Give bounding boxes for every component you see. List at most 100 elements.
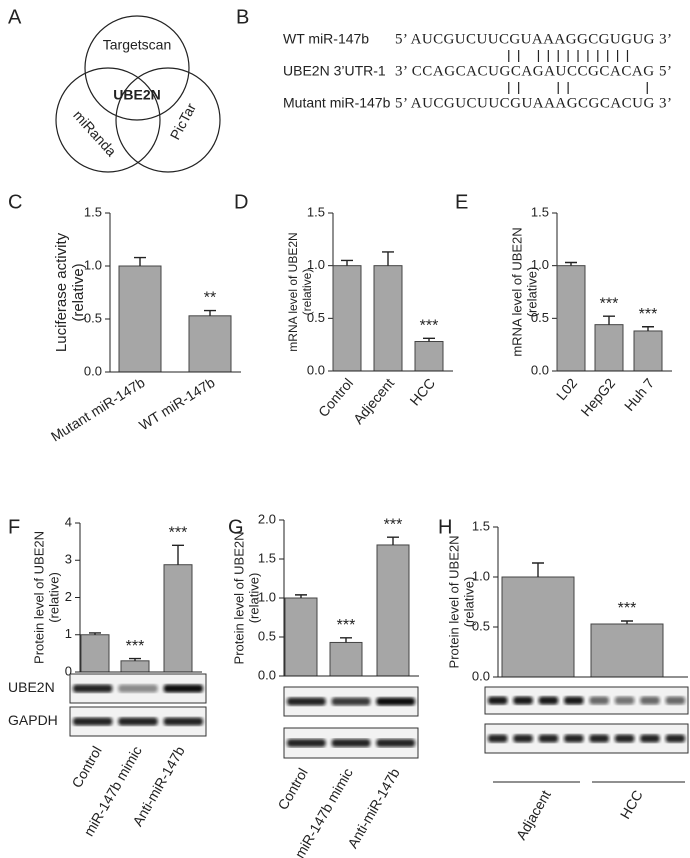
blot-band xyxy=(538,734,559,743)
significance: *** xyxy=(618,600,637,617)
bar xyxy=(118,265,162,373)
blot-band xyxy=(118,717,158,726)
y-tick-label: 1.5 xyxy=(531,204,549,219)
panel-letter: F xyxy=(8,516,20,538)
blot-band xyxy=(665,696,685,705)
bar xyxy=(329,641,363,677)
x-tick-label: Control xyxy=(68,743,104,790)
panel-letter: H xyxy=(438,516,452,538)
blot-band xyxy=(665,734,685,743)
bar xyxy=(120,660,150,673)
y-axis-label: (relative) xyxy=(246,573,261,624)
blot-band xyxy=(287,697,326,706)
blot-band xyxy=(488,696,508,705)
y-tick-label: 1.5 xyxy=(307,204,325,219)
error-bar xyxy=(89,632,101,635)
blot-band xyxy=(614,696,635,705)
y-tick-label: 0.0 xyxy=(258,667,276,682)
error-bar xyxy=(134,256,146,266)
sequence-name: Mutant miR-147b xyxy=(283,95,391,111)
panel-letter: A xyxy=(8,6,22,28)
bar xyxy=(633,330,663,372)
error-bar xyxy=(340,637,352,643)
panel-letter: C xyxy=(8,191,22,213)
bar xyxy=(594,324,624,372)
blot-band xyxy=(73,684,113,693)
y-axis-label: mRNA level of UBE2N xyxy=(509,227,524,356)
y-tick-label: 0.0 xyxy=(531,362,549,377)
y-tick-label: 0.0 xyxy=(472,668,490,683)
bar xyxy=(284,597,318,677)
bar xyxy=(501,576,575,678)
significance: *** xyxy=(337,617,356,634)
significance: *** xyxy=(384,516,403,533)
blot-band xyxy=(564,734,584,743)
error-bar xyxy=(382,251,394,266)
y-tick-label: 0.5 xyxy=(307,310,325,325)
error-bar xyxy=(423,337,435,342)
panel-letter: E xyxy=(455,191,468,213)
x-tick-label: Adjecent xyxy=(350,375,397,427)
bar xyxy=(414,341,444,372)
y-tick-label: 4 xyxy=(65,514,72,529)
bar xyxy=(590,623,664,678)
error-bar xyxy=(129,657,141,661)
x-tick-label: HCC xyxy=(406,375,438,409)
y-axis-label: (relative) xyxy=(70,263,87,321)
significance: *** xyxy=(126,638,145,655)
y-tick-label: 1.5 xyxy=(84,204,102,219)
bar xyxy=(376,544,410,677)
y-tick-label: 1.0 xyxy=(84,257,102,272)
bar xyxy=(556,265,586,372)
blot-band xyxy=(73,717,113,726)
x-tick-label: L02 xyxy=(553,375,580,403)
y-axis-label: (relative) xyxy=(300,269,314,316)
y-tick-label: 0.5 xyxy=(84,310,102,325)
blot-band xyxy=(163,684,203,693)
significance: ** xyxy=(204,290,216,307)
blot-band xyxy=(376,697,415,706)
y-tick-label: 0.0 xyxy=(84,363,102,378)
blot-band xyxy=(331,739,371,747)
blot-band xyxy=(589,734,609,743)
x-tick-label: WT miR-147b xyxy=(136,374,218,433)
error-bar xyxy=(565,261,577,266)
blot-band xyxy=(287,739,326,747)
x-tick-label: Adjacent xyxy=(513,787,554,842)
venn-label: Targetscan xyxy=(103,37,171,53)
sequence-name: WT miR-147b xyxy=(283,31,369,47)
blot-band xyxy=(538,696,559,705)
error-bar xyxy=(621,620,633,624)
blot-band xyxy=(163,717,203,726)
bar xyxy=(163,564,193,673)
significance: *** xyxy=(169,525,188,542)
error-bar xyxy=(172,544,184,565)
error-bar xyxy=(642,326,654,331)
venn-circle xyxy=(55,67,161,173)
sequence: 5’ AUCGUCUUCGUAAAGGCGUGUG 3’ xyxy=(395,31,672,47)
panel-letter: G xyxy=(228,516,244,538)
y-tick-label: 2.0 xyxy=(258,511,276,526)
sequence: 3’ CCAGCACUGCAGAUCCGCACAG 5’ xyxy=(395,63,672,79)
sequence-name: UBE2N 3’UTR-1 xyxy=(283,63,386,79)
venn-circle xyxy=(115,67,221,173)
panel-letter: B xyxy=(236,6,249,28)
venn-circle xyxy=(84,15,190,121)
y-tick-label: 0.0 xyxy=(307,362,325,377)
panel-letter: D xyxy=(234,191,248,213)
x-tick-label: Control xyxy=(315,375,356,420)
x-tick-label: Huh 7 xyxy=(621,375,657,414)
error-bar xyxy=(204,309,216,316)
y-axis-label: (relative) xyxy=(461,577,476,628)
error-bar xyxy=(341,259,353,266)
venn-center: UBE2N xyxy=(113,87,160,103)
blot-band xyxy=(376,739,415,747)
blot-label: GAPDH xyxy=(8,712,58,728)
bar xyxy=(188,315,232,373)
x-tick-label: HepG2 xyxy=(577,375,618,419)
y-tick-label: 1.0 xyxy=(472,568,490,583)
blot-band xyxy=(640,734,660,743)
significance: *** xyxy=(600,295,619,312)
y-axis-label: Luciferase activity xyxy=(53,232,70,352)
bar xyxy=(80,634,110,673)
